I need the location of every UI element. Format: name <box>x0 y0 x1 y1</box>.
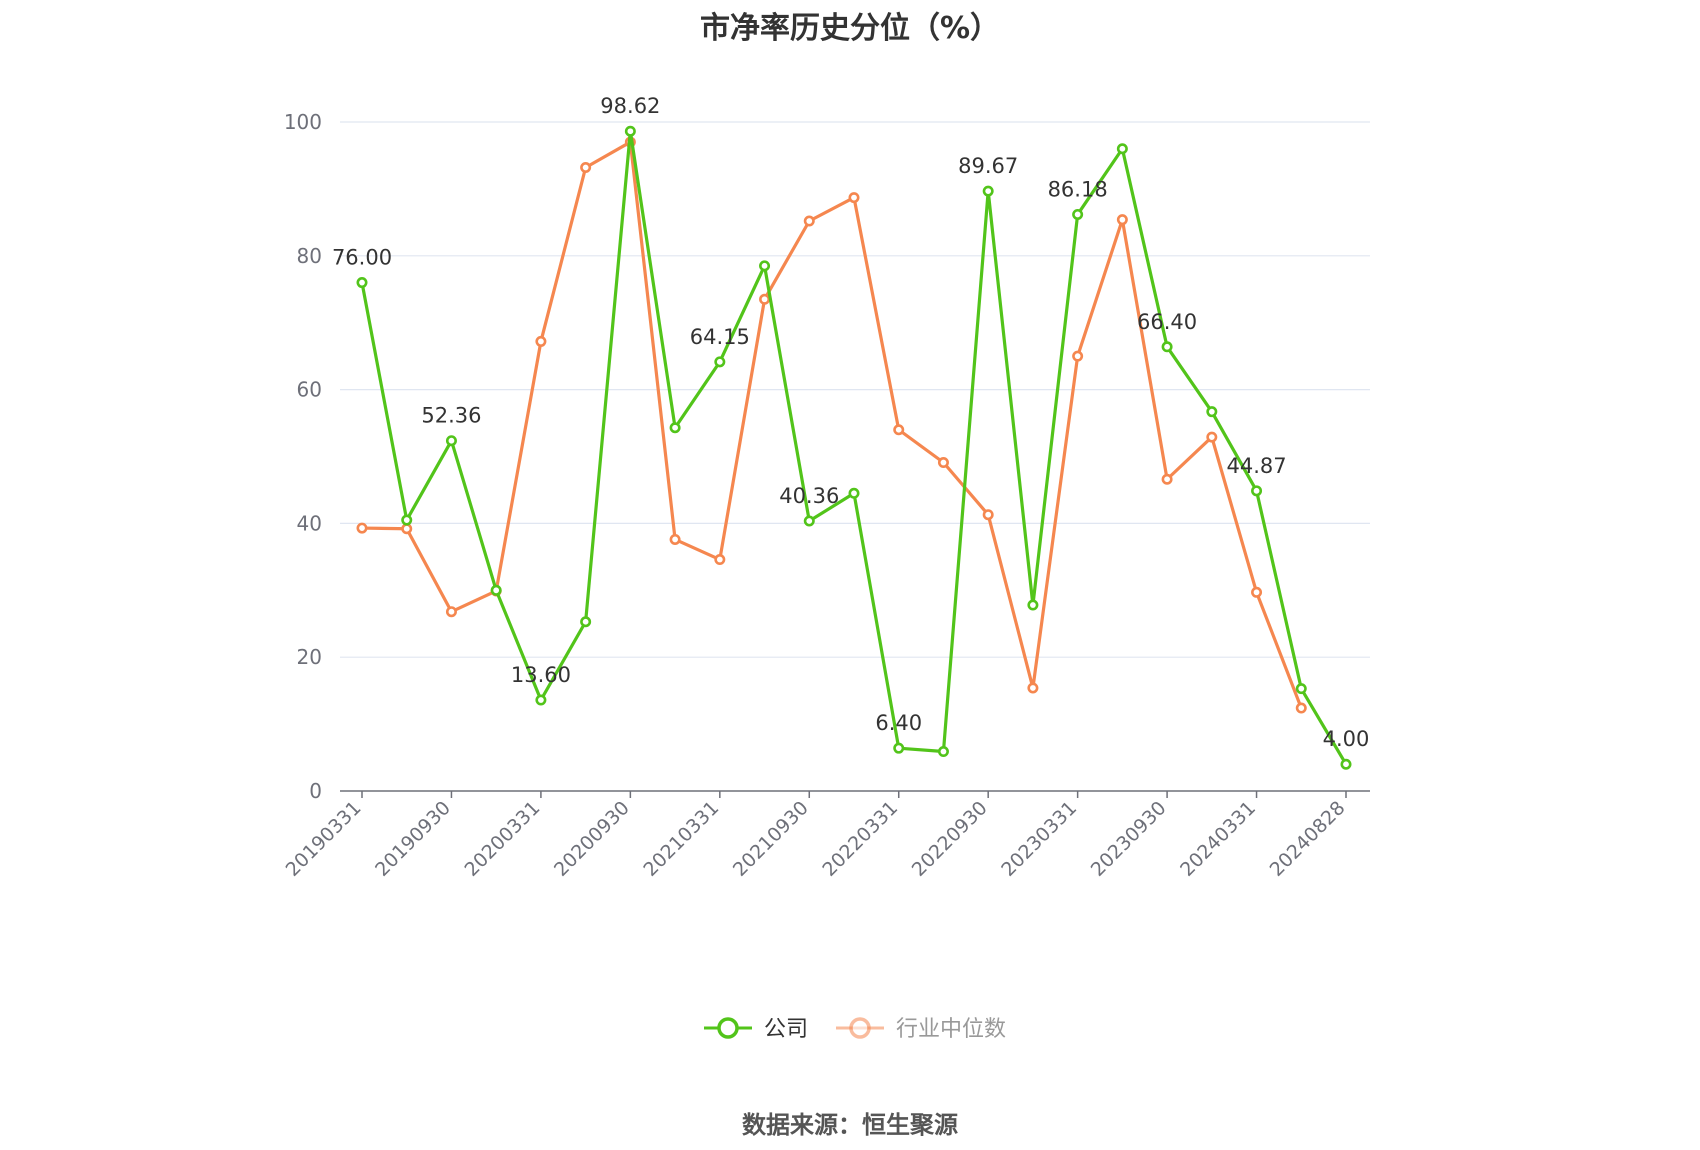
data-point-company[interactable] <box>1072 208 1084 220</box>
data-label: 98.62 <box>600 94 660 118</box>
data-point-industry[interactable] <box>669 533 681 545</box>
legend-label-company: 公司 <box>764 1017 808 1042</box>
data-label: 4.00 <box>1323 727 1370 751</box>
data-point-company[interactable] <box>893 742 905 754</box>
data-point-company[interactable] <box>1340 758 1352 770</box>
data-point-company[interactable] <box>759 260 771 272</box>
data-point-company[interactable] <box>1295 683 1307 695</box>
data-label: 66.40 <box>1137 310 1197 334</box>
data-point-industry[interactable] <box>759 293 771 305</box>
x-tick-label: 20200331 <box>460 797 544 881</box>
data-point-industry[interactable] <box>356 522 368 534</box>
series-line-industry <box>361 140 1303 709</box>
data-point-industry[interactable] <box>1206 431 1218 443</box>
y-tick-label: 60 <box>297 378 322 402</box>
data-label: 6.40 <box>875 711 922 735</box>
data-point-industry[interactable] <box>893 424 905 436</box>
data-point-company[interactable] <box>982 185 994 197</box>
legend: 公司 行业中位数 <box>704 1017 1006 1042</box>
x-tick-label: 20200930 <box>550 797 634 881</box>
data-point-industry[interactable] <box>580 161 592 173</box>
x-tick-label: 20210331 <box>639 797 723 881</box>
data-point-company[interactable] <box>624 125 636 137</box>
data-point-company[interactable] <box>1027 599 1039 611</box>
data-point-company[interactable] <box>580 616 592 628</box>
data-label: 40.36 <box>779 484 839 508</box>
y-tick-label: 20 <box>297 645 322 669</box>
data-point-company[interactable] <box>535 694 547 706</box>
data-point-company[interactable] <box>1161 341 1173 353</box>
data-point-company[interactable] <box>669 422 681 434</box>
y-tick-label: 80 <box>297 244 322 268</box>
data-point-industry[interactable] <box>1251 586 1263 598</box>
data-point-industry[interactable] <box>982 509 994 521</box>
data-point-company[interactable] <box>445 435 457 447</box>
data-point-company[interactable] <box>401 514 413 526</box>
x-tick-label: 20210930 <box>729 797 813 881</box>
data-label: 64.15 <box>690 325 750 349</box>
data-label: 76.00 <box>332 246 392 270</box>
data-point-company[interactable] <box>937 746 949 758</box>
plot-area <box>356 125 1352 770</box>
legend-item-company[interactable]: 公司 <box>704 1017 808 1042</box>
data-labels: 76.00 52.36 13.60 98.62 64.15 40.36 6.40 89.67 8… <box>332 94 1369 751</box>
data-point-industry[interactable] <box>445 606 457 618</box>
x-tick-label: 20190331 <box>282 797 366 881</box>
x-tick-label: 20230930 <box>1087 797 1171 881</box>
data-point-industry[interactable] <box>1072 350 1084 362</box>
x-tick-label: 20220331 <box>818 797 902 881</box>
data-point-industry[interactable] <box>535 335 547 347</box>
y-tick-label: 0 <box>309 779 322 803</box>
data-point-industry[interactable] <box>1295 702 1307 714</box>
data-point-industry[interactable] <box>401 523 413 535</box>
data-label: 52.36 <box>421 404 481 428</box>
data-point-company[interactable] <box>356 277 368 289</box>
legend-item-industry[interactable]: 行业中位数 <box>836 1017 1006 1042</box>
data-point-company[interactable] <box>1206 406 1218 418</box>
data-point-company[interactable] <box>714 356 726 368</box>
data-source: 数据来源：恒生聚源 <box>742 1111 958 1139</box>
data-point-industry[interactable] <box>1161 473 1173 485</box>
x-tick-label: 20240331 <box>1176 797 1260 881</box>
y-tick-label: 100 <box>284 110 322 134</box>
data-point-industry[interactable] <box>937 457 949 469</box>
legend-label-industry: 行业中位数 <box>896 1017 1006 1042</box>
chart-title: 市净率历史分位（%） <box>700 11 1000 46</box>
data-point-industry[interactable] <box>714 554 726 566</box>
y-axis: 0 20 40 60 80 100 <box>284 110 322 803</box>
data-label: 89.67 <box>958 154 1018 178</box>
x-tick-label: 20190930 <box>371 797 455 881</box>
data-label: 44.87 <box>1226 454 1286 478</box>
data-point-company[interactable] <box>490 584 502 596</box>
data-label: 13.60 <box>511 663 571 687</box>
x-tick-label: 20220930 <box>908 797 992 881</box>
data-point-company[interactable] <box>1251 485 1263 497</box>
x-axis: 20190331 20190930 20200331 20200930 20210331… <box>282 790 1370 881</box>
x-tick-label: 20240828 <box>1266 797 1350 881</box>
data-label: 86.18 <box>1048 177 1108 201</box>
data-point-company[interactable] <box>1116 143 1128 155</box>
data-point-industry[interactable] <box>803 215 815 227</box>
data-point-company[interactable] <box>803 515 815 527</box>
data-point-company[interactable] <box>848 487 860 499</box>
data-point-industry[interactable] <box>1116 214 1128 226</box>
y-tick-label: 40 <box>297 511 322 535</box>
grid-lines <box>340 121 1370 658</box>
data-point-industry[interactable] <box>848 192 860 204</box>
x-tick-label: 20230331 <box>997 797 1081 881</box>
data-point-industry[interactable] <box>1027 682 1039 694</box>
